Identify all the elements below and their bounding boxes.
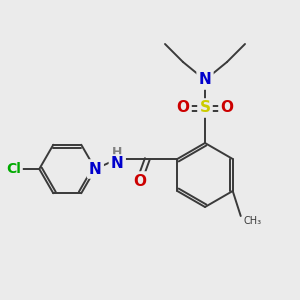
Text: N: N: [89, 161, 102, 176]
Text: O: O: [220, 100, 233, 116]
Text: S: S: [200, 100, 211, 116]
Text: Cl: Cl: [6, 162, 21, 176]
Text: O: O: [133, 173, 146, 188]
Text: N: N: [111, 157, 124, 172]
Text: H: H: [112, 146, 122, 158]
Text: O: O: [176, 100, 190, 116]
Text: N: N: [199, 73, 212, 88]
Text: CH₃: CH₃: [244, 216, 262, 226]
